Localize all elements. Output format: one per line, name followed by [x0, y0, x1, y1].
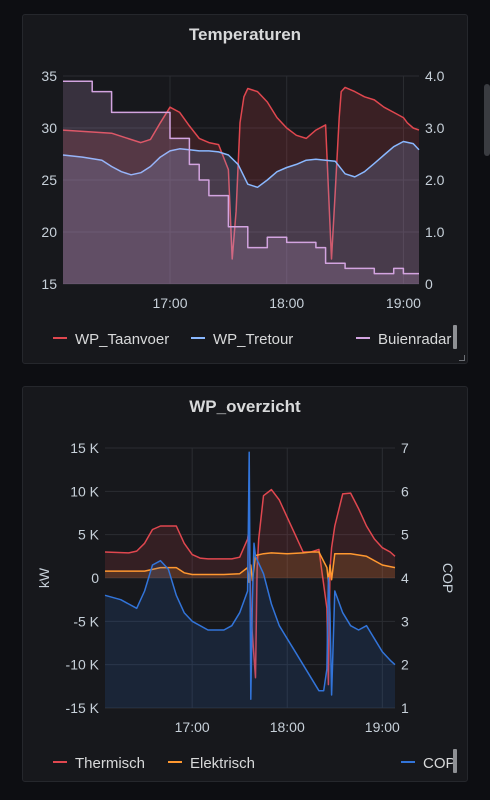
x-tick-label: 18:00: [269, 295, 304, 311]
legend-swatch: [401, 761, 415, 764]
legend-label: Buienradar: [378, 331, 452, 348]
series-line-elektrisch: [105, 551, 396, 584]
y-tick-label: 30: [41, 120, 57, 136]
y-tick-label: 5 K: [78, 527, 100, 543]
y-tick-label: -15 K: [66, 700, 100, 716]
page-scrollbar[interactable]: [484, 84, 490, 156]
legend-scrollbar[interactable]: [453, 325, 457, 349]
panel-title[interactable]: WP_overzicht: [189, 397, 301, 416]
y-tick-label: 35: [41, 68, 57, 84]
y2-tick-label: 3: [401, 613, 409, 629]
wp-overzicht-chart[interactable]: -15 K -10 K -5 K 0 5 K 10 K 15 K 1 2 3 4 5 6 7 17:00 18…: [23, 387, 469, 737]
legend-label: Thermisch: [75, 755, 146, 772]
panel-title[interactable]: Temperaturen: [188, 25, 302, 44]
wp-overzicht-panel: WP_overzicht -15 K -10 K -5 K 0 5 K 10 K 15 K 1…: [22, 386, 468, 782]
y-tick-label: 0: [91, 570, 99, 586]
y2-tick-label: 6: [401, 483, 409, 499]
legend-label: WP_Taanvoer: [75, 331, 170, 348]
y2-tick-label: 5: [401, 527, 409, 543]
legend-item-wp-taanvoer[interactable]: WP_Taanvoer: [53, 331, 169, 348]
legend-label: Elektrisch: [190, 755, 256, 772]
x-tick-label: 17:00: [152, 295, 187, 311]
x-tick-label: 17:00: [175, 719, 210, 735]
y-axis-title: kW: [36, 567, 52, 588]
series-line-wp-tretour: [62, 140, 420, 189]
y-tick-label: 20: [41, 224, 57, 240]
y2-tick-label: 4.0: [425, 68, 445, 84]
x-tick-label: 18:00: [270, 719, 305, 735]
y2-axis-title: COP: [440, 563, 456, 593]
y-tick-label: 10 K: [70, 483, 99, 499]
series-line-thermisch: [104, 488, 396, 686]
y-tick-label: 15 K: [70, 440, 99, 456]
legend-swatch: [53, 337, 67, 340]
legend-item-thermisch[interactable]: Thermisch: [53, 755, 145, 772]
y2-tick-label: 2: [401, 657, 409, 673]
y-tick-label: 15: [41, 276, 57, 292]
y2-tick-label: 7: [401, 440, 409, 456]
legend-label: WP_Tretour: [213, 331, 294, 348]
y2-tick-label: 1: [401, 700, 409, 716]
series-line-wp-taanvoer: [62, 86, 420, 260]
legend-item-cop[interactable]: COP: [401, 755, 456, 772]
series-line-cop: [104, 451, 396, 701]
series-area-buienradar: [63, 81, 419, 284]
y2-tick-label: 0: [425, 276, 433, 292]
y2-tick-label: 4: [401, 570, 409, 586]
series-area-thermisch: [105, 489, 395, 685]
temperaturen-chart[interactable]: 15 20 25 30 35 0 1.0 2.0 3.0 4.0 17:00 18:00 19:00: [23, 15, 469, 315]
x-tick-label: 19:00: [365, 719, 400, 735]
y2-tick-label: 2.0: [425, 172, 445, 188]
y-tick-label: 25: [41, 172, 57, 188]
legend-scrollbar[interactable]: [453, 749, 457, 773]
x-tick-label: 19:00: [386, 295, 421, 311]
legend-swatch: [191, 337, 205, 340]
y-tick-label: -5 K: [73, 613, 99, 629]
legend-item-elektrisch[interactable]: Elektrisch: [168, 755, 255, 772]
legend-swatch: [356, 337, 370, 340]
legend-item-buienradar[interactable]: Buienradar: [356, 331, 451, 348]
resize-handle[interactable]: [459, 355, 465, 361]
legend-label: COP: [423, 755, 456, 772]
legend-swatch: [168, 761, 182, 764]
series-line-buienradar: [63, 80, 419, 275]
temperaturen-panel: Temperaturen 15 20 25 30 35 0 1.0 2.0 3.0 4.0 17:0…: [22, 14, 468, 364]
legend-item-wp-tretour[interactable]: WP_Tretour: [191, 331, 293, 348]
y2-tick-label: 1.0: [425, 224, 445, 240]
legend-swatch: [53, 761, 67, 764]
y2-tick-label: 3.0: [425, 120, 445, 136]
series-area-wp-tretour: [63, 141, 419, 284]
y-tick-label: -10 K: [66, 657, 100, 673]
